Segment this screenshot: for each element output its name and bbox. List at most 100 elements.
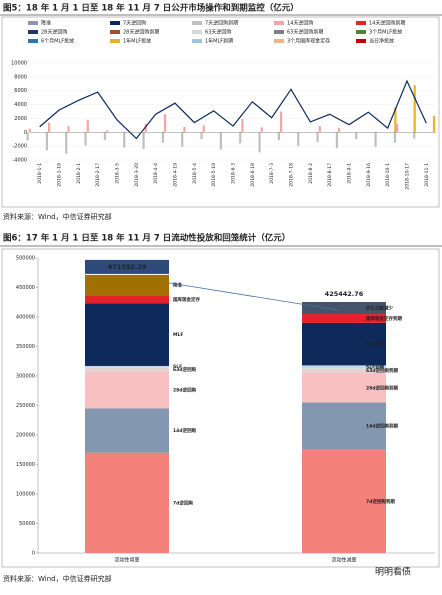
legend-swatch [110, 21, 120, 25]
bar [65, 132, 68, 154]
bar [202, 125, 205, 133]
legend-swatch [356, 39, 366, 43]
bar [26, 132, 29, 141]
bar-segment [85, 367, 169, 372]
legend-label: 当日净投放 [369, 38, 394, 45]
y-tick-label: 100000 [16, 492, 35, 498]
bar [258, 132, 261, 153]
bar [394, 107, 397, 133]
segment-label: 28d逆回购到期 [366, 384, 398, 391]
x-tick-label: 2018-10-1 [385, 163, 391, 187]
legend-swatch [274, 30, 284, 34]
segment-label: 63d逆回购 [173, 366, 196, 373]
bar [200, 132, 203, 140]
chart-frame [1, 16, 440, 208]
source: 资料来源：Wind，中信证券研究部 [3, 212, 112, 221]
source: 资料来源：Wind，中信证券研究部 [3, 574, 112, 583]
x-tick-label: 2018-1-16 [57, 163, 63, 187]
total-label: 471352.29 [108, 263, 147, 271]
bar [432, 115, 436, 133]
legend-label: 3个月国库现金定存 [287, 38, 330, 45]
bar [396, 123, 399, 133]
y-tick-label: 50000 [19, 521, 35, 527]
legend-swatch [110, 30, 120, 34]
y-tick-label: 450000 [16, 285, 35, 291]
bar [103, 132, 106, 140]
bar [164, 114, 167, 133]
bar-segment [85, 274, 169, 296]
total-box [85, 259, 169, 274]
segment-label: 降准 [173, 282, 182, 289]
x-tick-label: 流动性减量 [331, 557, 356, 564]
bar [393, 132, 396, 143]
segment-label: 7d逆回购到期 [366, 498, 395, 505]
legend-label: 3个月MLF投放 [369, 29, 402, 36]
legend-label: 1年MLF投放 [123, 38, 151, 45]
bar-segment [85, 371, 169, 409]
y-tick-label: 8000 [14, 74, 27, 80]
legend-swatch [28, 30, 38, 34]
bar [338, 128, 341, 133]
legend-swatch [192, 30, 202, 34]
x-tick-label: 2018-7-18 [289, 163, 295, 187]
bar [123, 132, 126, 148]
y-tick-label: 4000 [14, 102, 27, 108]
segment-label: SLF到期 [366, 363, 385, 370]
bar [355, 132, 358, 140]
x-tick-label: 2018-9-1 [347, 163, 353, 184]
x-tick-label: 2018-2-17 [95, 163, 101, 187]
legend-label: 降准 [41, 20, 51, 27]
segment-label: 14d逆回购到期 [366, 423, 398, 430]
watermark: 明明看债 [375, 566, 411, 578]
y-tick-label: 2000 [14, 116, 27, 122]
x-tick-label: 2018-6-18 [250, 163, 256, 187]
legend-label: 1年MLF到期 [205, 38, 233, 45]
bar [297, 132, 300, 147]
bar [374, 132, 377, 147]
x-tick-label: 2018-3-20 [134, 163, 140, 187]
legend-label: 14天逆回购 [287, 20, 313, 27]
segment-label: SLF [173, 364, 182, 370]
bar-segment [302, 301, 386, 315]
bar [161, 132, 164, 143]
y-tick-label: -4000 [12, 158, 27, 164]
bar [318, 126, 321, 133]
x-tick-label: 2018-10-17 [405, 163, 411, 190]
y-tick-label: 400000 [16, 315, 35, 321]
total-label: 425442.76 [325, 290, 364, 298]
figure-title: 图5：18 年 1 月 1 日至 18 年 11 月 7 日公开市场操作和到期监… [3, 3, 299, 14]
segment-label: 外汇占款减少 [366, 305, 393, 312]
bar [277, 132, 280, 140]
legend-label: 63天逆回购 [205, 29, 231, 36]
y-tick-label: 500000 [16, 256, 35, 262]
segment-label: MLF [173, 332, 183, 338]
segment-label: MLF到期 [366, 341, 386, 348]
x-tick-label: 2018-1-1 [37, 163, 43, 184]
segment-label: 国库现金定存 [173, 296, 200, 303]
bar-segment [302, 449, 386, 553]
x-tick-label: 2018-9-16 [366, 163, 372, 187]
arrow [168, 282, 339, 311]
y-tick-label: 0 [32, 551, 35, 557]
x-tick-label: 2018-6-3 [231, 163, 237, 184]
bar [413, 85, 416, 133]
y-tick-label: -2000 [12, 144, 27, 150]
bar [84, 132, 87, 146]
segment-label: 国库现金定存到期 [366, 315, 402, 322]
y-tick-label: 350000 [16, 344, 35, 350]
legend-swatch [28, 39, 38, 43]
bar [335, 132, 338, 149]
legend-label: 63天逆回购到期 [287, 29, 323, 36]
legend-swatch [110, 39, 120, 43]
bar [86, 119, 89, 133]
x-tick-label: 2018-7-3 [269, 163, 275, 184]
bar-segment [85, 295, 169, 304]
legend-swatch [356, 30, 366, 34]
bar-segment [302, 368, 386, 374]
x-tick-label: 2018-4-4 [153, 163, 159, 184]
legend-label: 7天逆回购到期 [205, 20, 238, 27]
x-tick-label: 2018-3-5 [115, 163, 121, 184]
x-tick-label: 2018-11-1 [424, 163, 430, 187]
legend-swatch [356, 21, 366, 25]
bar-segment [302, 365, 386, 369]
